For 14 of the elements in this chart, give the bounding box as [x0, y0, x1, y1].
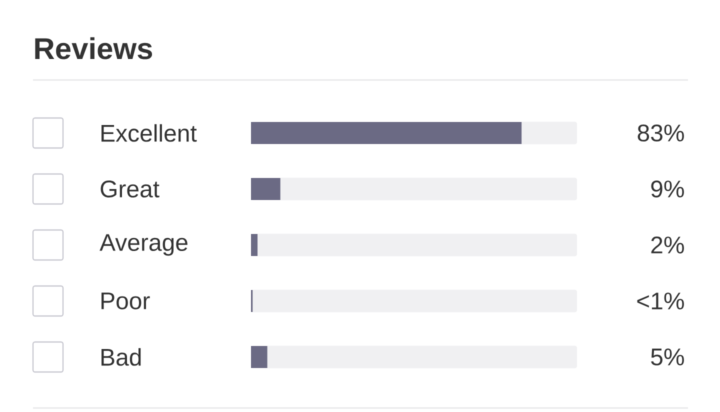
y-tick-label: Great — [100, 180, 160, 198]
data-label: 9% — [651, 180, 684, 198]
data-label: 5% — [651, 348, 684, 366]
y-tick-label: Excellent — [102, 124, 197, 142]
y-tick-label: Bad — [102, 348, 141, 366]
bar — [251, 346, 268, 368]
chart-title: Reviews — [35, 37, 152, 60]
data-label: 2% — [651, 236, 684, 254]
y-tick-label: Poor — [102, 292, 150, 310]
bar — [251, 234, 258, 256]
data-label: 83% — [638, 124, 684, 142]
data-label: <1% — [637, 292, 684, 310]
bar — [251, 178, 280, 200]
y-tick-label: Average — [100, 234, 188, 256]
